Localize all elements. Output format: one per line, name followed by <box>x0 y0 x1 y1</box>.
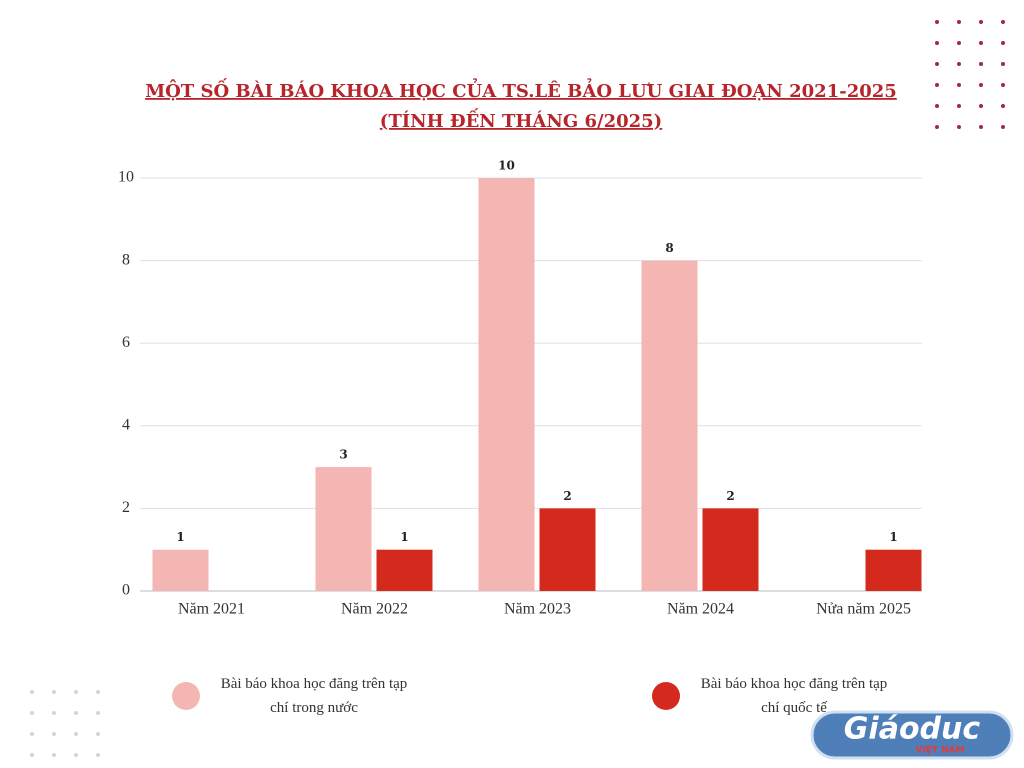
decor-dot <box>96 690 100 694</box>
decor-dot <box>979 104 983 108</box>
decor-dot <box>1001 20 1005 24</box>
decor-dot <box>957 41 961 45</box>
bar <box>376 549 433 591</box>
chart-title: MỘT SỐ BÀI BÁO KHOA HỌC CỦA TS.LÊ BẢO LƯ… <box>145 76 897 102</box>
value-label: 10 <box>498 159 515 173</box>
decor-dot <box>1001 62 1005 66</box>
decor-dot <box>30 690 34 694</box>
decor-dot <box>74 753 78 757</box>
decor-dot <box>1001 125 1005 129</box>
y-tick-label: 10 <box>118 169 134 186</box>
x-tick-label: Năm 2023 <box>504 601 571 618</box>
value-label: 1 <box>400 530 408 544</box>
decor-dot <box>52 732 56 736</box>
bar <box>152 549 209 591</box>
decor-dot <box>935 125 939 129</box>
decor-dot <box>52 711 56 715</box>
decor-dot <box>979 20 983 24</box>
decor-dot <box>96 711 100 715</box>
decor-dot <box>52 753 56 757</box>
decor-dot <box>96 753 100 757</box>
y-tick-label: 8 <box>122 251 130 268</box>
bar <box>539 508 596 591</box>
value-label: 2 <box>726 489 734 503</box>
decor-dot <box>74 732 78 736</box>
decor-dot <box>979 125 983 129</box>
legend-swatch <box>652 682 680 710</box>
decor-dot <box>979 41 983 45</box>
bar <box>865 549 922 591</box>
x-tick-label: Nửa năm 2025 <box>816 601 911 618</box>
watermark-sub: VIỆT NAM <box>915 745 964 756</box>
decor-dot <box>957 104 961 108</box>
legend-item: Bài báo khoa học đăng trên tạp chí quốc … <box>652 672 894 720</box>
bar <box>702 508 759 591</box>
y-tick-label: 0 <box>122 582 130 599</box>
legend-label: Bài báo khoa học đăng trên tạp chí trong… <box>220 676 408 716</box>
y-tick-label: 2 <box>122 499 130 516</box>
y-tick-label: 4 <box>122 416 130 433</box>
decor-dot <box>52 690 56 694</box>
decor-dot <box>30 753 34 757</box>
decor-dot <box>957 20 961 24</box>
value-label: 2 <box>563 489 571 503</box>
value-label: 8 <box>665 241 673 255</box>
legend-swatch <box>172 682 200 710</box>
decor-dot <box>74 690 78 694</box>
decor-dot <box>935 83 939 87</box>
bar <box>315 467 372 591</box>
decor-dot <box>957 83 961 87</box>
decor-dot <box>979 62 983 66</box>
watermark: Giáoduc <box>844 712 981 747</box>
decor-dot <box>979 83 983 87</box>
value-label: 3 <box>339 448 347 462</box>
decor-dot <box>30 732 34 736</box>
decor-dot <box>1001 104 1005 108</box>
decor-dot <box>957 62 961 66</box>
decor-dot <box>30 711 34 715</box>
value-label: 1 <box>176 530 184 544</box>
decor-dot <box>935 20 939 24</box>
legend-label: Bài báo khoa học đăng trên tạp chí quốc … <box>700 676 888 716</box>
legend-item: Bài báo khoa học đăng trên tạp chí trong… <box>172 672 414 720</box>
decor-dot <box>1001 83 1005 87</box>
value-label: 1 <box>889 530 897 544</box>
decor-dot <box>74 711 78 715</box>
decor-dot <box>935 104 939 108</box>
decor-dot <box>1001 41 1005 45</box>
bar <box>478 178 535 591</box>
decor-dot <box>935 41 939 45</box>
chart-title: (TÍNH ĐẾN THÁNG 6/2025) <box>380 107 662 132</box>
watermark-badge <box>810 710 1014 760</box>
x-tick-label: Năm 2024 <box>667 601 734 618</box>
y-tick-label: 6 <box>122 334 130 351</box>
bar <box>641 260 698 591</box>
x-tick-label: Năm 2021 <box>178 601 245 618</box>
decor-dot <box>96 732 100 736</box>
decor-dot <box>957 125 961 129</box>
decor-dot <box>935 62 939 66</box>
x-tick-label: Năm 2022 <box>341 601 408 618</box>
